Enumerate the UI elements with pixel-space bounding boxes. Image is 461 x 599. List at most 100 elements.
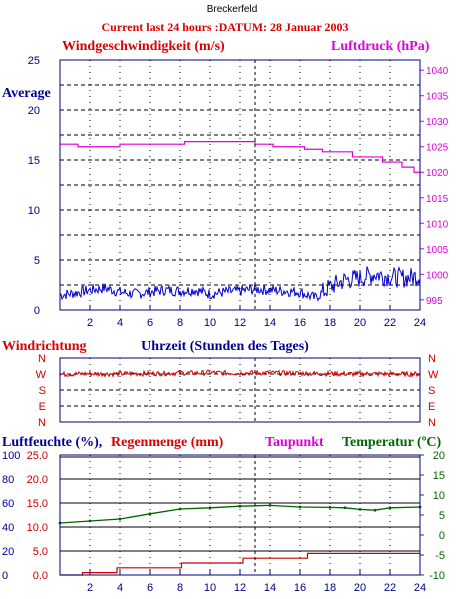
pressure-axis-label-1025: 1025 (426, 143, 449, 154)
pressure-axis-label-1015: 1015 (426, 194, 449, 205)
temperature-axis-label-10: 10 (433, 490, 445, 502)
rain-axis-label-0.0: 0.0 (33, 570, 48, 582)
wind-speed-series-line (59, 266, 421, 302)
temperature-axis-label-15: 15 (433, 470, 445, 482)
wind-direction-series-line (59, 369, 421, 378)
panel3-frame (59, 454, 421, 576)
pressure-axis-label-1030: 1030 (426, 117, 449, 128)
panel3-hour-ticklabel-10: 10 (204, 582, 216, 594)
panel1-pressure-axis-ticks: 1040 1035 1030 1025 1020 1015 1010 1005 1000 995 (420, 66, 449, 307)
pressure-axis-label-1000: 1000 (426, 270, 449, 281)
temperature-axis-label--10: -10 (429, 570, 445, 582)
humidity-title: Luftfeuchte (%), (2, 435, 102, 450)
panel2-grid (60, 358, 420, 422)
direction-label-left-4: N (38, 417, 46, 429)
wind-axis-label-5: 5 (34, 255, 40, 267)
temperature-axis-label--5: -5 (435, 550, 445, 562)
humidity-axis-label-40: 40 (2, 522, 14, 534)
temperature-point-11 (358, 508, 362, 511)
pressure-axis-label-1005: 1005 (426, 245, 449, 256)
panel1-hour-ticklabel-22: 22 (384, 317, 396, 329)
wind-axis-label-20: 20 (28, 105, 40, 117)
temperature-point-4 (178, 507, 182, 511)
panel1-hour-ticklabel-2: 2 (87, 317, 93, 329)
panel2-frame (59, 357, 421, 423)
panel1-frame (59, 59, 421, 311)
panel3-hour-ticklabel-8: 8 (177, 582, 183, 594)
dewpoint-title: Taupunkt (265, 435, 324, 450)
rain-axis-label-20.0: 20.0 (27, 474, 48, 486)
panel1-hour-ticklabel-20: 20 (354, 317, 366, 329)
humidity-rain-temperature-panel: Luftfeuchte (%), Regenmenge (mm) Taupunk… (2, 435, 445, 594)
panel1-hour-ticklabel-16: 16 (294, 317, 306, 329)
panel1-hour-ticks: 2 4 6 8 10 12 14 16 18 20 22 24 (87, 305, 426, 329)
panel1-wind-axis-ticks: 25 20 15 10 5 0 (28, 55, 40, 317)
temperature-point-13 (388, 506, 392, 510)
wind-direction-panel: Windrichtung Uhrzeit (Stunden des Tages)… (2, 339, 439, 429)
wind-direction-title: Windrichtung (2, 339, 87, 354)
panel3-grid (60, 455, 420, 575)
rain-axis-label-15.0: 15.0 (27, 498, 48, 510)
chart-header: Current last 24 hours :DATUM: 28 Januar … (101, 20, 348, 34)
panel1-hour-ticklabel-14: 14 (264, 317, 276, 329)
humidity-axis-label-20: 20 (2, 546, 14, 558)
temperature-point-5 (208, 506, 212, 510)
panel3-humidity-axis-ticks: 100 80 60 40 20 0 (2, 450, 20, 582)
panel1-hour-ticklabel-18: 18 (324, 317, 336, 329)
temperature-point-8 (298, 505, 302, 509)
pressure-axis-label-1010: 1010 (426, 219, 449, 230)
wind-axis-label-10: 10 (28, 205, 40, 217)
panel3-hour-ticklabel-24: 24 (414, 582, 426, 594)
pressure-axis-label-1040: 1040 (426, 66, 449, 77)
panel3-hour-ticklabel-18: 18 (324, 582, 336, 594)
panel3-hour-ticklabel-16: 16 (294, 582, 306, 594)
direction-label-left-2: S (39, 385, 46, 397)
hour-axis-title: Uhrzeit (Stunden des Tages) (141, 339, 309, 354)
rain-axis-label-25.0: 25.0 (27, 450, 48, 462)
wind-pressure-panel: Windgeschwindigkeit (m/s) Luftdruck (hPa… (2, 39, 449, 329)
temperature-axis-label-0: 0 (439, 530, 445, 542)
humidity-axis-label-0: 0 (2, 570, 8, 582)
temperature-point-12 (373, 508, 377, 512)
temperature-point-2 (118, 517, 122, 521)
temperature-axis-label-5: 5 (439, 510, 445, 522)
pressure-axis-label-1020: 1020 (426, 168, 449, 179)
pressure-series-line (60, 141, 420, 173)
temperature-point-10 (343, 506, 347, 510)
pressure-axis-label-1035: 1035 (426, 92, 449, 103)
direction-label-right-0: N (428, 353, 436, 365)
panel1-hour-ticklabel-4: 4 (117, 317, 123, 329)
station-name: Breckerfeld (207, 4, 258, 15)
panel1-hour-ticklabel-8: 8 (177, 317, 183, 329)
panel1-hour-ticklabel-24: 24 (414, 317, 426, 329)
direction-label-right-3: E (428, 401, 435, 413)
wind-axis-label-25: 25 (28, 55, 40, 67)
wind-axis-label-15: 15 (28, 155, 40, 167)
rain-axis-label-10.0: 10.0 (27, 522, 48, 534)
temperature-series-line (59, 504, 421, 524)
direction-label-left-3: E (39, 401, 46, 413)
rain-title: Regenmenge (mm) (111, 435, 224, 450)
panel3-hour-ticklabel-14: 14 (264, 582, 276, 594)
temperature-point-1 (88, 519, 92, 523)
pressure-title: Luftdruck (hPa) (331, 39, 430, 54)
rain-series-line (60, 552, 420, 576)
panel3-hour-ticks: 2 4 6 8 10 12 14 16 18 20 22 24 (87, 570, 426, 594)
humidity-axis-label-60: 60 (2, 498, 14, 510)
rain-axis-label-5.0: 5.0 (33, 546, 48, 558)
temperature-point-9 (328, 506, 332, 509)
panel1-hour-ticklabel-12: 12 (234, 317, 246, 329)
humidity-axis-label-80: 80 (2, 474, 14, 486)
panel3-rain-axis-ticks: 25.0 20.0 15.0 10.0 5.0 0.0 (27, 450, 48, 582)
wind-speed-title: Windgeschwindigkeit (m/s) (62, 39, 225, 54)
direction-label-right-4: N (428, 417, 436, 429)
temperature-title: Temperatur (ºC) (342, 435, 441, 450)
panel1-hour-ticklabel-6: 6 (147, 317, 153, 329)
panel1-hour-ticklabel-10: 10 (204, 317, 216, 329)
temperature-series-points (58, 504, 422, 525)
panel3-hour-ticklabel-12: 12 (234, 582, 246, 594)
panel1-grid (60, 60, 420, 310)
